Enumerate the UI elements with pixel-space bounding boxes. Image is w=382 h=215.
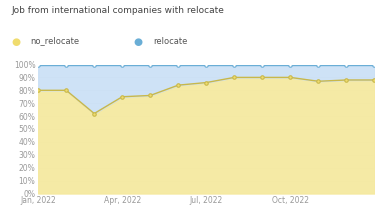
Text: ●: ●: [11, 37, 21, 47]
Text: no_relocate: no_relocate: [31, 37, 80, 46]
Text: Job from international companies with relocate: Job from international companies with re…: [11, 6, 224, 15]
Text: relocate: relocate: [153, 37, 187, 46]
Text: ●: ●: [134, 37, 143, 47]
